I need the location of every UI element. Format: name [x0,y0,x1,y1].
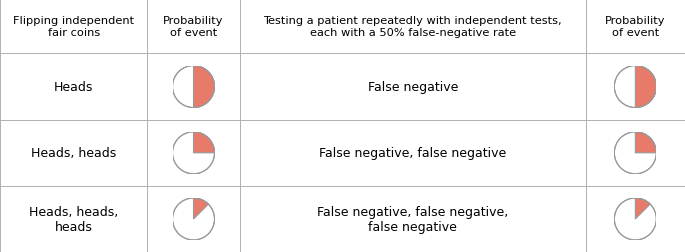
Text: Probability
of event: Probability of event [163,16,224,38]
Text: Probability
of event: Probability of event [605,16,666,38]
Circle shape [614,66,656,108]
Text: False negative: False negative [368,81,458,94]
Text: Heads, heads: Heads, heads [31,147,116,160]
Wedge shape [635,132,656,153]
Wedge shape [193,132,214,153]
Circle shape [173,132,214,174]
Circle shape [614,198,656,240]
Circle shape [173,198,214,240]
Text: Flipping independent
fair coins: Flipping independent fair coins [13,16,134,38]
Text: False negative, false negative,
false negative: False negative, false negative, false ne… [317,205,508,233]
Text: Heads: Heads [54,81,93,94]
Wedge shape [193,198,208,219]
Text: Heads, heads,
heads: Heads, heads, heads [29,205,119,233]
Wedge shape [193,66,214,108]
Wedge shape [635,66,656,108]
Text: False negative, false negative: False negative, false negative [319,147,506,160]
Text: Testing a patient repeatedly with independent tests,
each with a 50% false-negat: Testing a patient repeatedly with indepe… [264,16,562,38]
Wedge shape [635,198,650,219]
Circle shape [173,66,214,108]
Circle shape [614,132,656,174]
